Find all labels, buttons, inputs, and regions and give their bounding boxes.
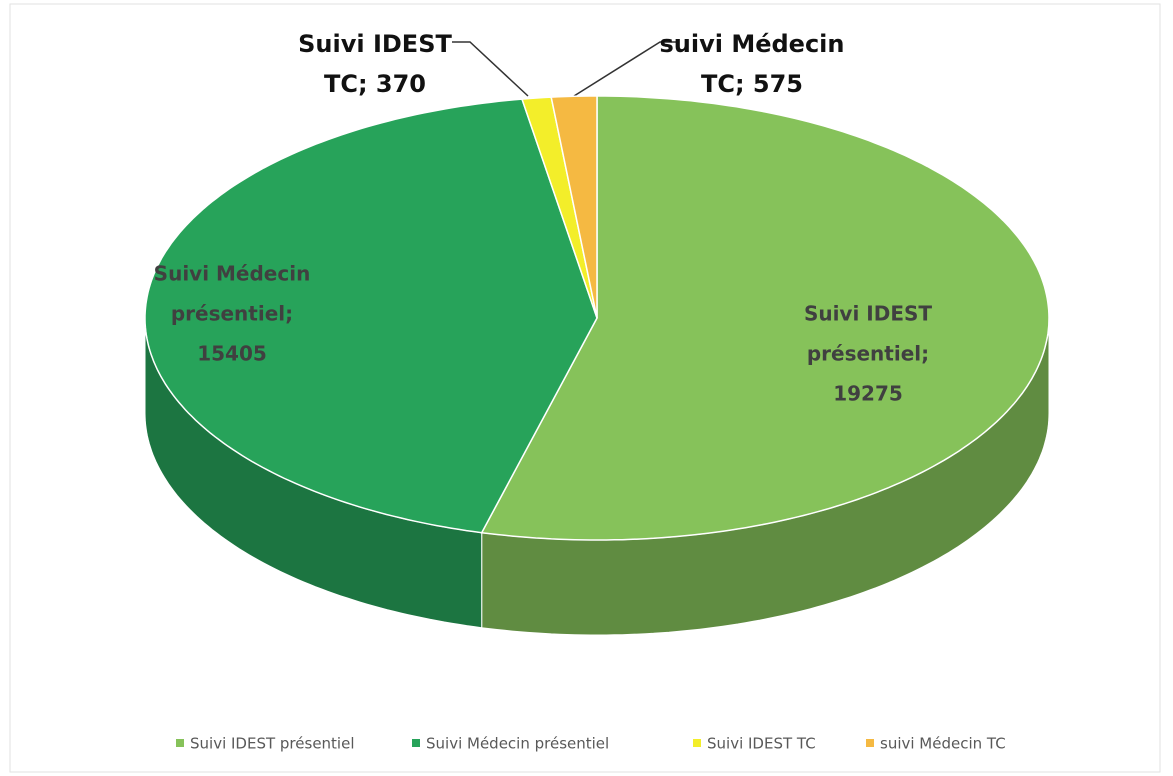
data-label: 15405 xyxy=(197,342,267,366)
legend-label: Suivi IDEST présentiel xyxy=(190,735,355,753)
legend-swatch xyxy=(176,739,184,747)
slice xyxy=(480,95,1050,541)
leader-line xyxy=(452,41,529,97)
leader-line xyxy=(573,41,678,97)
legend-label: Suivi IDEST TC xyxy=(707,735,816,753)
legend-label: suivi Médecin TC xyxy=(880,735,1006,753)
data-label: présentiel; xyxy=(807,342,929,366)
data-label: Suivi IDEST xyxy=(804,302,932,326)
data-label: présentiel; xyxy=(171,302,293,326)
legend-swatch xyxy=(866,739,874,747)
data-label: 19275 xyxy=(833,382,903,406)
data-label: TC; 370 xyxy=(324,70,426,98)
legend-label: Suivi Médecin présentiel xyxy=(426,735,609,753)
data-label: suivi Médecin xyxy=(660,30,845,58)
data-label: Suivi Médecin xyxy=(154,262,311,286)
data-label: TC; 575 xyxy=(701,70,803,98)
slice xyxy=(550,95,598,319)
legend-swatch xyxy=(693,739,701,747)
data-label: Suivi IDEST xyxy=(298,30,452,58)
legend-swatch xyxy=(412,739,420,747)
slice xyxy=(144,98,598,534)
